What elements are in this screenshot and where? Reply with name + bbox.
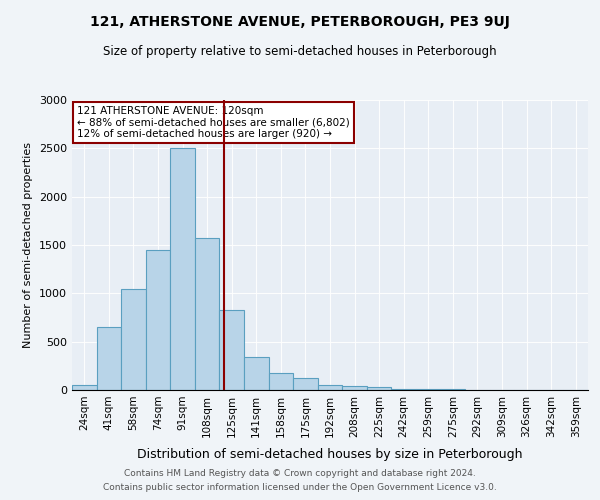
Bar: [121, 288, 146, 390]
Bar: [269, 373, 293, 390]
Text: Contains HM Land Registry data © Crown copyright and database right 2024.: Contains HM Land Registry data © Crown c…: [124, 468, 476, 477]
Y-axis label: Number of semi-detached properties: Number of semi-detached properties: [23, 142, 34, 348]
Bar: [97, 327, 121, 390]
Bar: [220, 310, 244, 390]
Text: Size of property relative to semi-detached houses in Peterborough: Size of property relative to semi-detach…: [103, 45, 497, 58]
Bar: [391, 388, 416, 390]
Bar: [146, 250, 170, 390]
Bar: [170, 148, 195, 390]
Bar: [440, 388, 465, 390]
Bar: [293, 378, 318, 390]
Text: 121, ATHERSTONE AVENUE, PETERBOROUGH, PE3 9UJ: 121, ATHERSTONE AVENUE, PETERBOROUGH, PE…: [90, 15, 510, 29]
Bar: [367, 387, 391, 390]
Bar: [416, 388, 440, 390]
X-axis label: Distribution of semi-detached houses by size in Peterborough: Distribution of semi-detached houses by …: [137, 448, 523, 461]
Bar: [195, 238, 220, 390]
Text: Contains public sector information licensed under the Open Government Licence v3: Contains public sector information licen…: [103, 484, 497, 492]
Bar: [342, 386, 367, 390]
Bar: [244, 357, 269, 390]
Text: 121 ATHERSTONE AVENUE: 120sqm
← 88% of semi-detached houses are smaller (6,802)
: 121 ATHERSTONE AVENUE: 120sqm ← 88% of s…: [77, 106, 350, 139]
Bar: [318, 385, 342, 390]
Bar: [72, 385, 97, 390]
